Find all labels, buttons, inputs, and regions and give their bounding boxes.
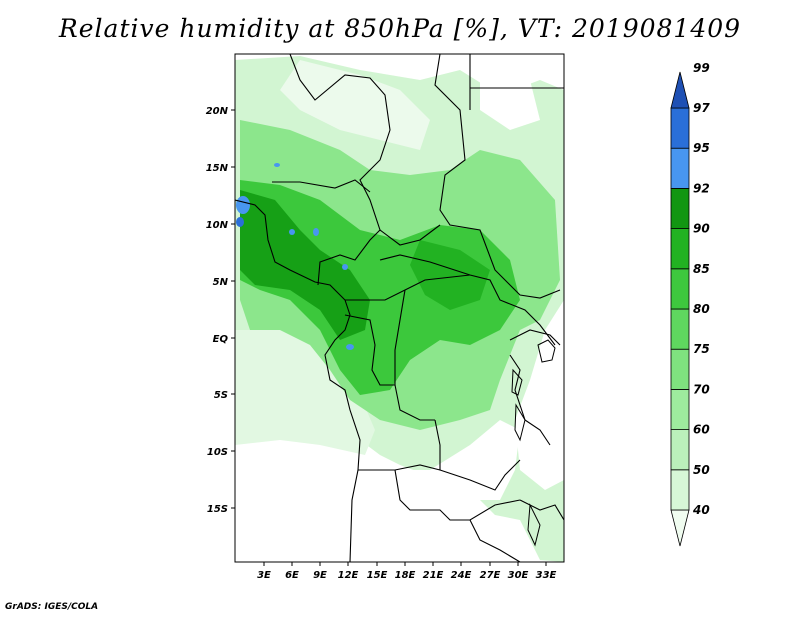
colorbar-label: 90: [693, 222, 710, 236]
dry-area: [430, 420, 520, 500]
dry-area: [480, 70, 540, 130]
lon-tick-label: 30E: [508, 570, 529, 581]
country-borders: [235, 54, 564, 562]
humidity-zone-deep: [410, 240, 490, 310]
lat-tick-label: EQ: [213, 334, 229, 345]
colorbar-label: 80: [693, 302, 710, 316]
footer-credit: GrADS: IGES/COLA: [5, 602, 99, 612]
colorbar-label: 99: [693, 61, 710, 75]
colorbar-segment: [670, 509, 690, 547]
saturated-spot: [236, 196, 250, 214]
saturated-spot: [289, 229, 295, 235]
lat-tick-label: 10N: [206, 220, 229, 231]
humidity-zone-deep: [240, 190, 370, 340]
colorbar-segment: [670, 228, 690, 270]
colorbar-segment: [670, 147, 690, 189]
colorbar-label: 70: [693, 382, 710, 396]
colorbar-segment: [670, 187, 690, 229]
colorbar-segment: [670, 388, 690, 430]
lat-axis: 20N 15N 10N 5N EQ 5S 10S 15S: [206, 106, 235, 515]
saturated-spot: [236, 217, 244, 227]
colorbar-label: 40: [692, 503, 710, 517]
lon-tick-label: 3E: [257, 570, 271, 581]
colorbar-label: 50: [693, 463, 710, 477]
saturated-spot: [346, 344, 354, 350]
lon-axis: 3E 6E 9E 12E 15E 18E 21E 24E 27E 30E 33E: [257, 562, 557, 581]
lon-tick-label: 15E: [367, 570, 388, 581]
colorbar-segment: [670, 348, 690, 390]
dry-area: [280, 60, 430, 150]
lat-tick-label: 15N: [206, 163, 229, 174]
colorbar-label: 97: [693, 101, 710, 115]
lakes: [511, 339, 556, 547]
colorbar-label: 75: [693, 342, 710, 356]
colorbar-segment: [670, 469, 690, 511]
map-border: [234, 53, 565, 563]
saturated-spot: [342, 264, 348, 270]
colorbar-segment: [670, 429, 690, 471]
humidity-field: [235, 54, 564, 562]
humidity-zone-dark: [240, 180, 520, 395]
lat-tick-label: 10S: [207, 447, 228, 458]
map-title: Relative humidity at 850hPa [%], VT: 201…: [58, 14, 742, 43]
saturated-spot: [313, 228, 319, 236]
lon-tick-label: 24E: [451, 570, 472, 581]
lon-tick-label: 9E: [313, 570, 327, 581]
colorbar-label: 60: [693, 423, 710, 437]
lon-tick-label: 18E: [395, 570, 416, 581]
colorbar-label: 92: [693, 181, 710, 195]
lon-tick-label: 12E: [338, 570, 359, 581]
colorbar-segment: [670, 308, 690, 350]
lat-tick-label: 5S: [214, 390, 228, 401]
colorbar-segment: [670, 71, 690, 109]
colorbar-segment: [670, 107, 690, 149]
lon-tick-label: 27E: [480, 570, 501, 581]
saturated-spot: [274, 163, 280, 167]
lat-tick-label: 5N: [213, 277, 229, 288]
lon-tick-label: 6E: [285, 570, 299, 581]
colorbar-label: 95: [693, 141, 710, 155]
lon-tick-label: 21E: [423, 570, 444, 581]
humidity-zone-ocean: [235, 330, 375, 455]
lon-tick-label: 33E: [536, 570, 557, 581]
colorbar-label: 85: [693, 262, 710, 276]
dry-area: [350, 465, 520, 562]
lat-tick-label: 15S: [207, 504, 228, 515]
lat-tick-label: 20N: [206, 106, 229, 117]
colorbar: 40 50 60 70 75 80 85 90 92 95 97 99: [670, 61, 710, 547]
colorbar-segment: [670, 268, 690, 310]
